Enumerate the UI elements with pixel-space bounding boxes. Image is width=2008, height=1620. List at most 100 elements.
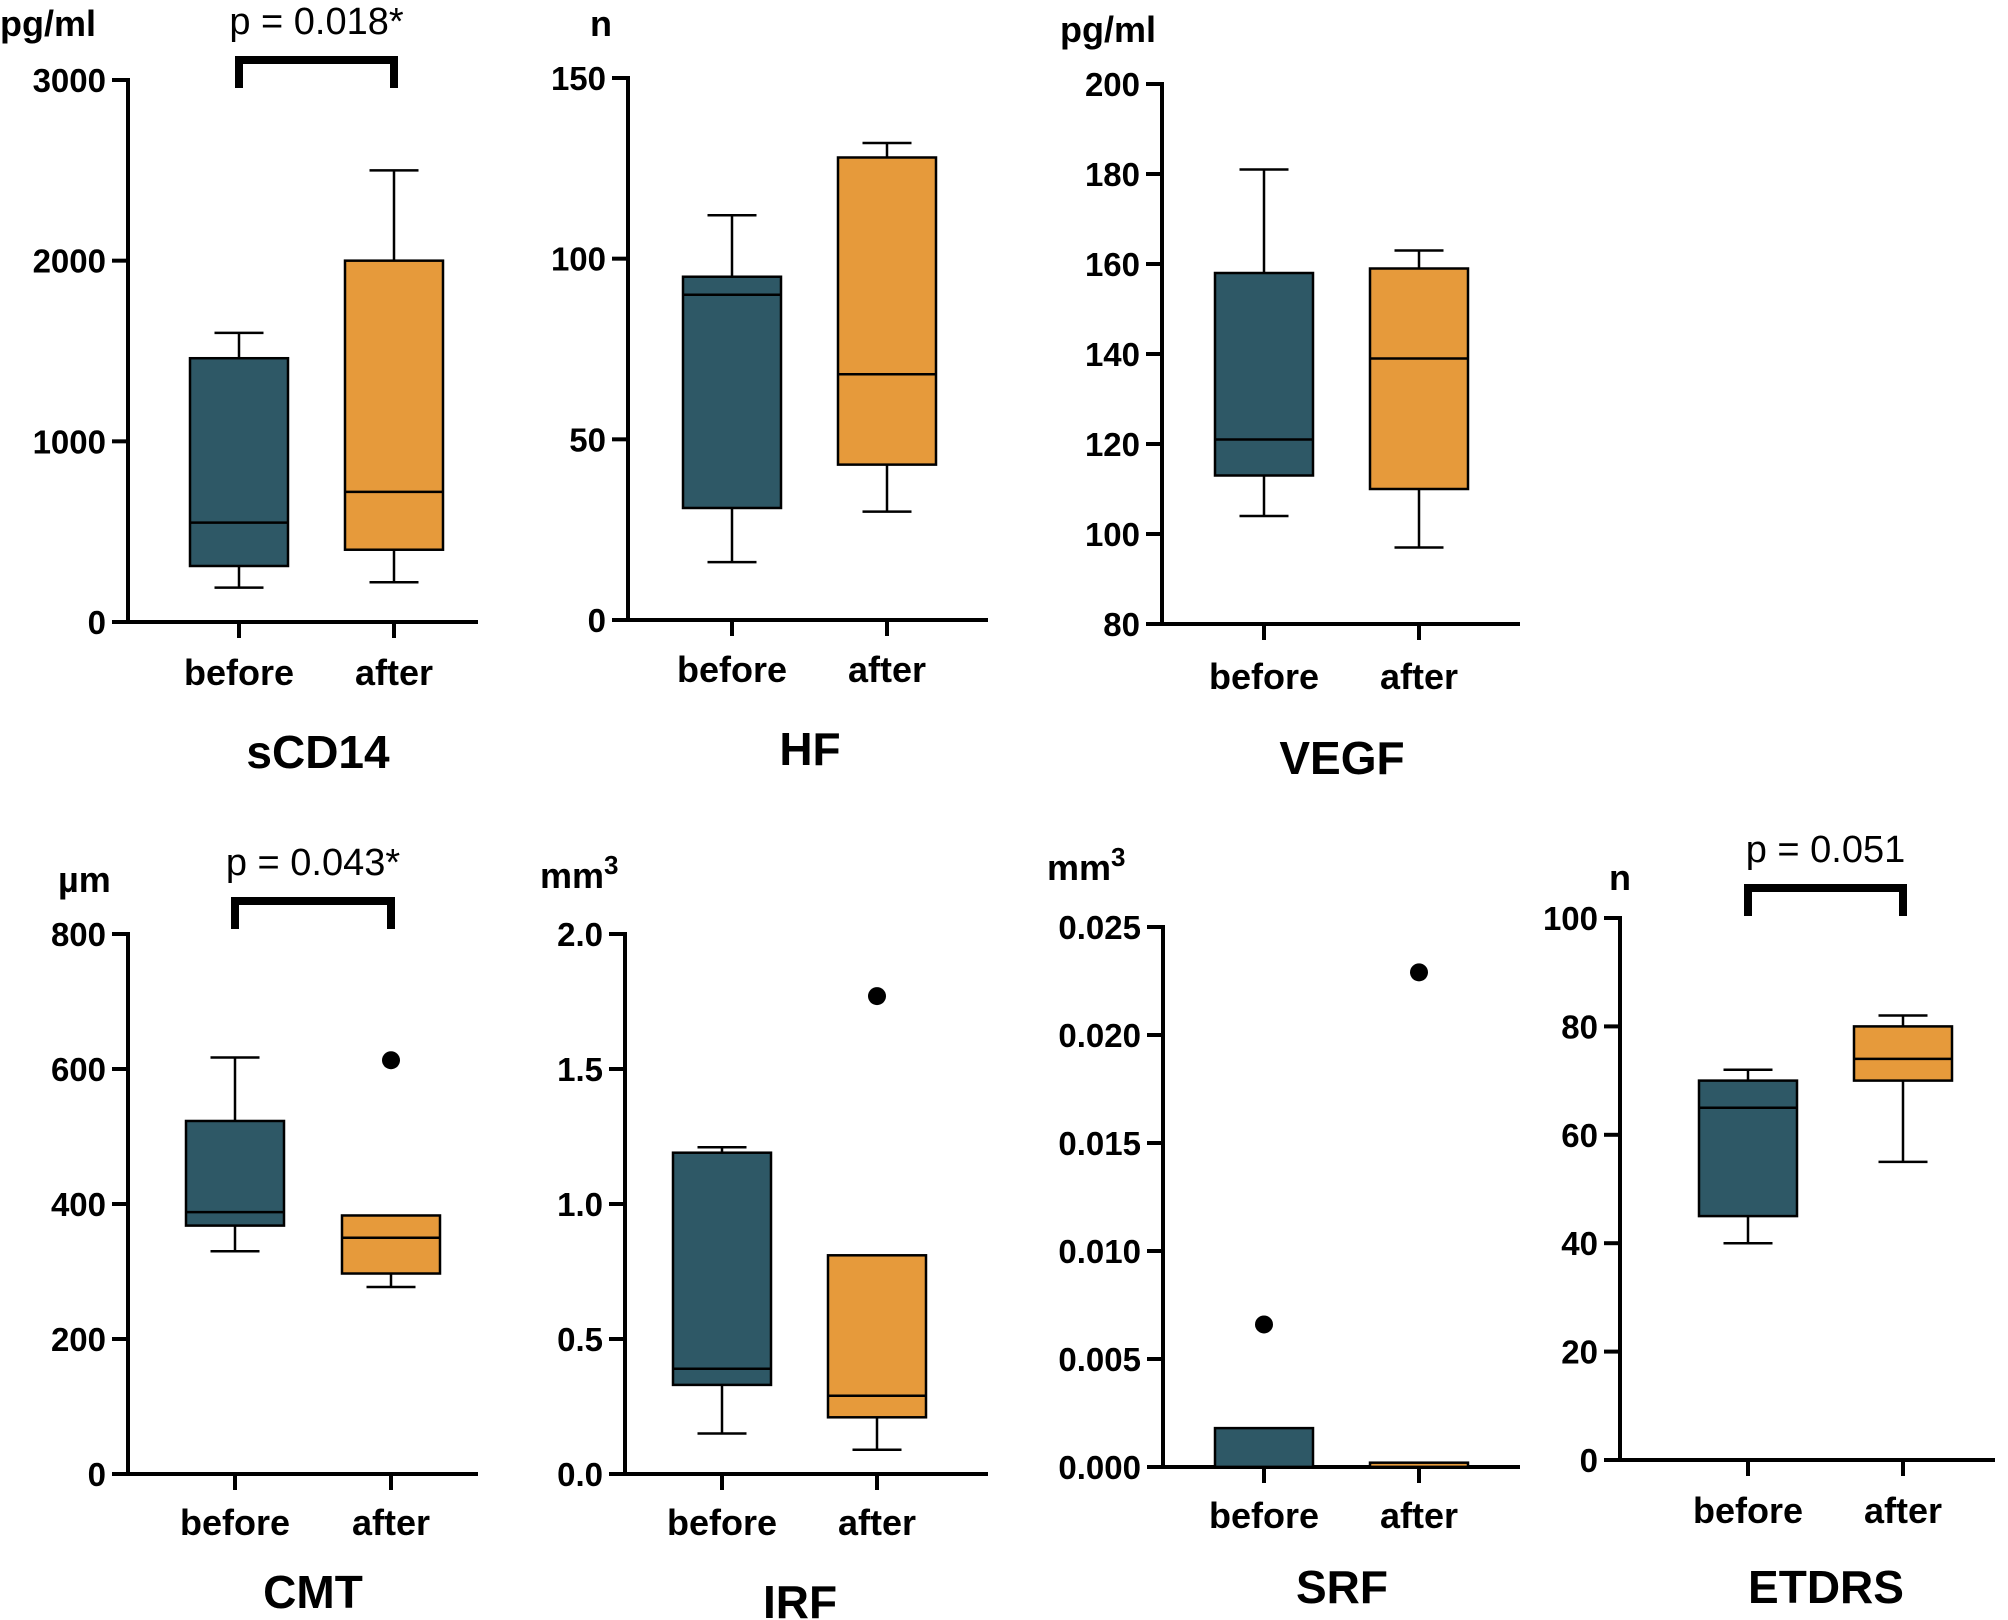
iqr-box bbox=[188, 356, 290, 568]
iqr-box bbox=[826, 1254, 928, 1419]
y-axis-unit: n bbox=[1609, 857, 1631, 898]
significance-bracket bbox=[235, 56, 398, 88]
unit-superscript: 3 bbox=[604, 850, 618, 880]
iqr-box bbox=[1368, 267, 1470, 491]
y-tick-label: 0.5 bbox=[557, 1321, 603, 1358]
y-tick-label: 3000 bbox=[33, 62, 106, 99]
y-tick-label: 0 bbox=[1580, 1442, 1598, 1479]
y-axis-unit: µm bbox=[58, 859, 111, 900]
p-value-label: p = 0.018* bbox=[229, 1, 404, 43]
category-label-before: before bbox=[1209, 656, 1319, 697]
category-label-after: after bbox=[1380, 656, 1458, 697]
y-tick-label: 1.0 bbox=[557, 1186, 603, 1223]
y-tick-label: 0.020 bbox=[1058, 1017, 1141, 1054]
category-label-after: after bbox=[355, 652, 433, 693]
y-tick-label: 80 bbox=[1561, 1008, 1598, 1045]
y-tick-label: 0.015 bbox=[1058, 1125, 1141, 1162]
y-axis-unit: pg/ml bbox=[0, 3, 96, 44]
chart-title: CMT bbox=[263, 1566, 363, 1618]
y-tick-label: 1000 bbox=[33, 423, 106, 460]
category-label-after: after bbox=[848, 649, 926, 690]
category-label-after: after bbox=[352, 1502, 430, 1543]
iqr-box bbox=[671, 1151, 773, 1387]
y-tick-label: 1.5 bbox=[557, 1051, 603, 1088]
y-tick-label: 50 bbox=[569, 421, 606, 458]
y-axis-unit: n bbox=[590, 3, 612, 44]
y-tick-label: 0 bbox=[88, 1456, 106, 1493]
chart-panel-etdrs: 0 20 40 60 80 100 before after n p = 0.051 ETDRS bbox=[1543, 829, 1995, 1613]
box-before bbox=[1213, 1315, 1315, 1469]
chart-panel-irf: 0.0 0.5 1.0 1.5 2.0 before after mm3 IRF bbox=[540, 850, 988, 1620]
y-tick-label: 140 bbox=[1085, 336, 1140, 373]
box-before bbox=[671, 1146, 773, 1435]
y-tick-label: 80 bbox=[1103, 606, 1140, 643]
box-after bbox=[826, 987, 928, 1451]
chart-title: HF bbox=[779, 723, 840, 775]
y-tick-label: 100 bbox=[1543, 900, 1598, 937]
y-tick-label: 0.000 bbox=[1058, 1449, 1141, 1486]
y-tick-label: 0 bbox=[88, 604, 106, 641]
chart-title: sCD14 bbox=[246, 726, 390, 778]
y-tick-label: 40 bbox=[1561, 1225, 1598, 1262]
y-tick-label: 0.005 bbox=[1058, 1341, 1141, 1378]
y-tick-label: 2.0 bbox=[557, 916, 603, 953]
category-label-before: before bbox=[1209, 1495, 1319, 1536]
iqr-box bbox=[343, 259, 445, 551]
chart-title: ETDRS bbox=[1748, 1561, 1904, 1613]
category-label-before: before bbox=[180, 1502, 290, 1543]
p-value-label: p = 0.043* bbox=[226, 842, 401, 884]
y-tick-label: 0.0 bbox=[557, 1456, 603, 1493]
significance-bracket bbox=[1744, 884, 1907, 916]
chart-panel-srf: 0.000 0.005 0.010 0.015 0.020 0.025 before afte… bbox=[1047, 842, 1520, 1613]
box-after bbox=[343, 169, 445, 584]
outlier-point bbox=[1255, 1315, 1273, 1334]
category-label-after: after bbox=[1380, 1495, 1458, 1536]
box-before bbox=[184, 1056, 286, 1253]
iqr-box bbox=[836, 156, 938, 466]
iqr-box bbox=[340, 1214, 442, 1275]
chart-panel-scd14: 0 1000 2000 3000 before after pg/ml p = 0.018* s… bbox=[0, 1, 478, 778]
y-tick-label: 100 bbox=[1085, 516, 1140, 553]
box-before bbox=[1697, 1068, 1799, 1245]
y-tick-label: 20 bbox=[1561, 1334, 1598, 1371]
iqr-box bbox=[1213, 1426, 1315, 1469]
outlier-point bbox=[1410, 963, 1428, 982]
chart-title: VEGF bbox=[1279, 732, 1404, 784]
y-axis-unit: pg/ml bbox=[1060, 9, 1156, 50]
y-tick-label: 60 bbox=[1561, 1117, 1598, 1154]
y-tick-label: 200 bbox=[1085, 66, 1140, 103]
y-tick-label: 800 bbox=[51, 916, 106, 953]
y-tick-label: 0.010 bbox=[1058, 1233, 1141, 1270]
iqr-box bbox=[681, 275, 783, 510]
y-tick-label: 400 bbox=[51, 1186, 106, 1223]
box-after bbox=[1368, 963, 1470, 1469]
unit-superscript: 3 bbox=[1111, 842, 1125, 872]
box-after bbox=[340, 1051, 442, 1289]
iqr-box bbox=[1213, 271, 1315, 477]
y-tick-label: 150 bbox=[551, 60, 606, 97]
box-before bbox=[188, 331, 290, 589]
y-axis-unit: mm3 bbox=[540, 850, 619, 896]
p-value-label: p = 0.051 bbox=[1746, 829, 1906, 871]
category-label-after: after bbox=[1864, 1490, 1942, 1531]
chart-panel-vegf: 80 100 120 140 160 180 200 before after pg/ml VEGF bbox=[1060, 9, 1520, 784]
y-tick-label: 2000 bbox=[33, 243, 106, 280]
significance-bracket bbox=[231, 897, 395, 929]
box-before bbox=[681, 214, 783, 564]
category-label-before: before bbox=[667, 1502, 777, 1543]
y-tick-label: 0 bbox=[588, 602, 606, 639]
y-tick-label: 160 bbox=[1085, 246, 1140, 283]
y-axis-unit: mm3 bbox=[1047, 842, 1126, 888]
chart-title: SRF bbox=[1296, 1561, 1388, 1613]
y-tick-label: 600 bbox=[51, 1051, 106, 1088]
box-after bbox=[836, 141, 938, 513]
box-after bbox=[1852, 1014, 1954, 1164]
chart-panel-cmt: 0 200 400 600 800 before after µm p = 0.043* CMT bbox=[51, 842, 478, 1618]
y-tick-label: 200 bbox=[51, 1321, 106, 1358]
iqr-box bbox=[1697, 1079, 1799, 1218]
outlier-point bbox=[868, 987, 886, 1006]
category-label-after: after bbox=[838, 1502, 916, 1543]
y-tick-label: 180 bbox=[1085, 156, 1140, 193]
outlier-point bbox=[382, 1051, 400, 1070]
